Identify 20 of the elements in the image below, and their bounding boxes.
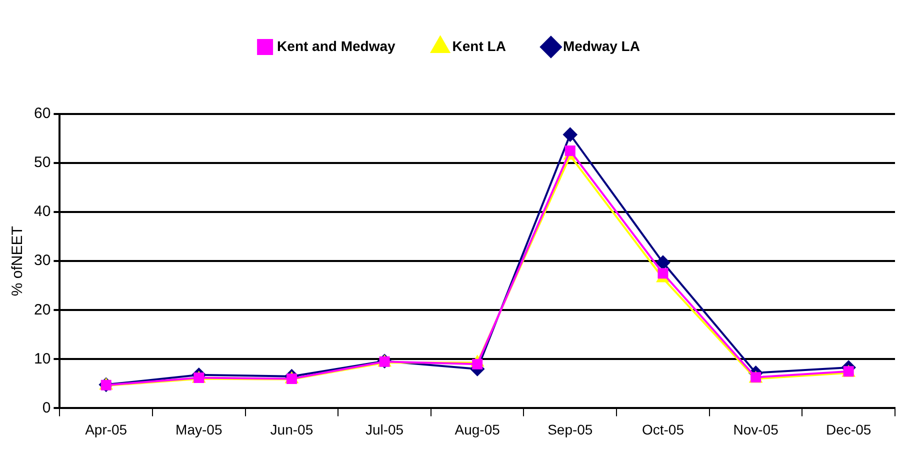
y-tick-label: 10 [34,350,51,368]
y-tick-label: 60 [34,105,51,122]
y-tick-label: 20 [34,301,51,318]
x-tick-label: Dec-05 [826,421,872,438]
y-tick-label: 0 [42,399,51,416]
y-tick-label: 50 [34,154,51,172]
x-tick-label: Apr-05 [85,421,128,438]
y-tick-label: 40 [34,203,51,220]
x-tick-label: Aug-05 [454,421,500,438]
legend-label: Medway LA [562,38,640,54]
legend-label: Kent LA [452,38,506,54]
y-axis-title: % ofNEET [9,226,26,296]
x-tick-label: Jul-05 [365,421,404,438]
x-tick-label: Jun-05 [270,421,314,438]
x-tick-label: Oct-05 [642,421,684,438]
legend-label: Kent and Medway [277,38,396,54]
x-tick-label: May-05 [176,421,222,438]
x-tick-label: Sep-05 [548,421,593,438]
y-tick-label: 30 [34,252,51,270]
x-tick-label: Nov-05 [733,421,779,438]
